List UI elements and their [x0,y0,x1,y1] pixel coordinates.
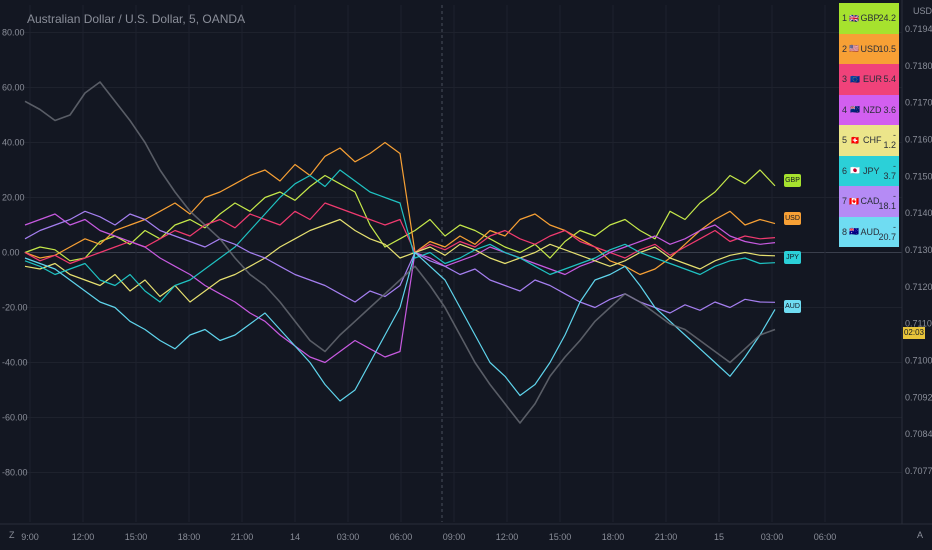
right-axis-unit: USD [913,6,932,16]
end-label-gbp: GBP [784,174,801,187]
ranking-row: 3 🇪🇺 EUR 5.4 [839,64,899,95]
x-tick-label: 06:00 [814,532,837,542]
x-tick-label: 03:00 [337,532,360,542]
y-tick-label: 40.00 [2,138,25,148]
y-tick-label: 60.00 [2,83,25,93]
y-tick-label: 20.00 [2,193,25,203]
ranking-row: 4 🇳🇿 NZD 3.6 [839,94,899,125]
right-tick-label: 0.70770 [905,466,932,476]
series-line-jpy [24,169,776,303]
y-tick-label: -40.00 [2,358,28,368]
x-tick-label: 9:00 [21,532,39,542]
x-tick-label: 12:00 [496,532,519,542]
y-tick-label: 80.00 [2,28,25,38]
x-tick-label: 21:00 [231,532,254,542]
chart-title: Australian Dollar / U.S. Dollar, 5, OAND… [27,12,246,26]
y-tick-label: -20.00 [2,303,28,313]
x-tick-label: 18:00 [602,532,625,542]
ranking-row: 2 🇺🇸 USD 10.5 [839,33,899,64]
y-tick-label: 0.00 [2,248,20,258]
x-tick-label: 15:00 [125,532,148,542]
series-line-gbp [24,169,776,262]
series-line-usd [24,141,776,276]
x-tick-label: 12:00 [72,532,95,542]
x-tick-label: 03:00 [761,532,784,542]
x-tick-label: 09:00 [443,532,466,542]
series-line-chf [24,218,776,303]
ranking-row: 5 🇨🇭 CHF - 1.2 [839,125,899,156]
end-label-jpy: JPY [784,251,801,264]
ranking-table: 1 🇬🇧 GBP 24.2 2 🇺🇸 USD 10.5 3 🇪🇺 EUR 5.4 4 🇳🇿 NZD 3.… [839,3,899,247]
x-tick-label: 15:00 [549,532,572,542]
countdown-badge: 02:03 [903,327,925,339]
ranking-row: 1 🇬🇧 GBP 24.2 [839,3,899,34]
ranking-row: 6 🇯🇵 JPY - 3.7 [839,155,899,186]
x-tick-label: 14 [290,532,300,542]
ranking-row: 7 🇨🇦 CAD - 18.1 [839,186,899,217]
ranking-row: 8 🇦🇺 AUD - 20.7 [839,216,899,247]
x-tick-label: 06:00 [390,532,413,542]
series-line-nzd [24,213,776,364]
end-label-usd: USD [784,212,801,225]
timezone-button[interactable]: Z [9,530,15,540]
series-line-aud-usd [24,81,776,424]
x-tick-label: 18:00 [178,532,201,542]
y-tick-label: -80.00 [2,468,28,478]
end-label-aud: AUD [784,300,801,313]
series-line-cad [24,210,776,314]
series-line-eur [24,202,776,265]
y-tick-label: -60.00 [2,413,28,423]
x-tick-label: 15 [714,532,724,542]
series-line-aud [24,251,776,402]
auto-scale-button[interactable]: A [917,530,924,540]
x-tick-label: 21:00 [655,532,678,542]
